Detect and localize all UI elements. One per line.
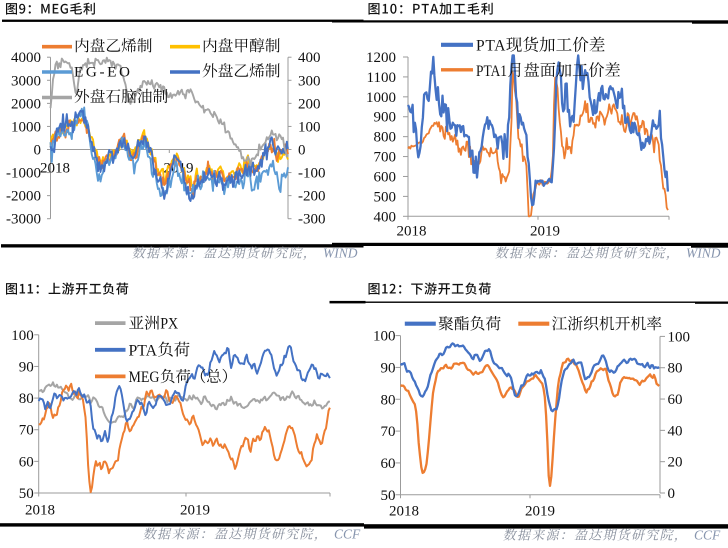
svg-text:-200: -200 (298, 189, 326, 205)
svg-text:2019: 2019 (525, 504, 555, 520)
svg-text:3000: 3000 (11, 73, 41, 89)
svg-text:PTA1: PTA1 (476, 63, 507, 80)
svg-text:800: 800 (374, 130, 397, 146)
svg-text:-100: -100 (298, 166, 326, 182)
svg-text:2000: 2000 (11, 96, 41, 112)
svg-text:PX: PX (160, 316, 178, 333)
svg-text:60: 60 (668, 392, 683, 408)
svg-text:400: 400 (374, 209, 397, 225)
svg-text:90: 90 (19, 359, 34, 375)
svg-text:4000: 4000 (11, 50, 41, 66)
svg-text:80: 80 (381, 392, 396, 408)
svg-text:PTA: PTA (476, 38, 506, 55)
svg-text:50: 50 (381, 488, 396, 504)
svg-text:20: 20 (668, 455, 683, 471)
svg-text:WIND: WIND (323, 246, 358, 261)
svg-text:900: 900 (374, 110, 397, 126)
svg-text:-2000: -2000 (6, 189, 41, 205)
svg-text:400: 400 (298, 50, 321, 66)
svg-text:2018: 2018 (389, 504, 419, 520)
svg-text:700: 700 (374, 150, 397, 166)
svg-text:60: 60 (19, 454, 34, 470)
svg-text:40: 40 (668, 423, 683, 439)
svg-text:1000: 1000 (11, 119, 41, 135)
svg-text:200: 200 (298, 96, 321, 112)
svg-text:2018: 2018 (40, 161, 70, 177)
svg-text:600: 600 (374, 169, 397, 185)
svg-text:50: 50 (19, 486, 34, 502)
svg-text:0: 0 (668, 486, 676, 502)
svg-text:100: 100 (298, 119, 321, 135)
svg-text:60: 60 (381, 456, 396, 472)
svg-text:70: 70 (19, 423, 34, 439)
svg-text:2018: 2018 (397, 224, 427, 240)
svg-text:CCF: CCF (694, 528, 721, 543)
svg-text:2019: 2019 (180, 503, 210, 519)
svg-text:PTA: PTA (129, 342, 158, 359)
svg-text:-300: -300 (298, 212, 326, 228)
svg-text:1200: 1200 (366, 50, 396, 66)
svg-text:0: 0 (34, 143, 42, 159)
svg-text:CCF: CCF (334, 527, 361, 542)
svg-text:1000: 1000 (366, 90, 396, 106)
svg-text:-3000: -3000 (6, 212, 41, 228)
svg-text:500: 500 (374, 189, 397, 205)
svg-text:0: 0 (298, 143, 306, 159)
svg-text:90: 90 (381, 360, 396, 376)
svg-text:MEG: MEG (129, 369, 160, 386)
svg-text:300: 300 (298, 73, 321, 89)
svg-text:100: 100 (668, 329, 691, 345)
svg-text:2019: 2019 (530, 224, 560, 240)
svg-text:-1000: -1000 (6, 166, 41, 182)
svg-text:100: 100 (11, 328, 34, 344)
svg-text:70: 70 (381, 424, 396, 440)
svg-text:1100: 1100 (367, 70, 396, 86)
svg-text:100: 100 (373, 329, 396, 345)
svg-text:WIND: WIND (686, 246, 721, 261)
svg-text:80: 80 (19, 391, 34, 407)
svg-text:80: 80 (668, 361, 683, 377)
svg-text:EG-EO: EG-EO (74, 63, 130, 80)
svg-text:2018: 2018 (25, 503, 55, 519)
